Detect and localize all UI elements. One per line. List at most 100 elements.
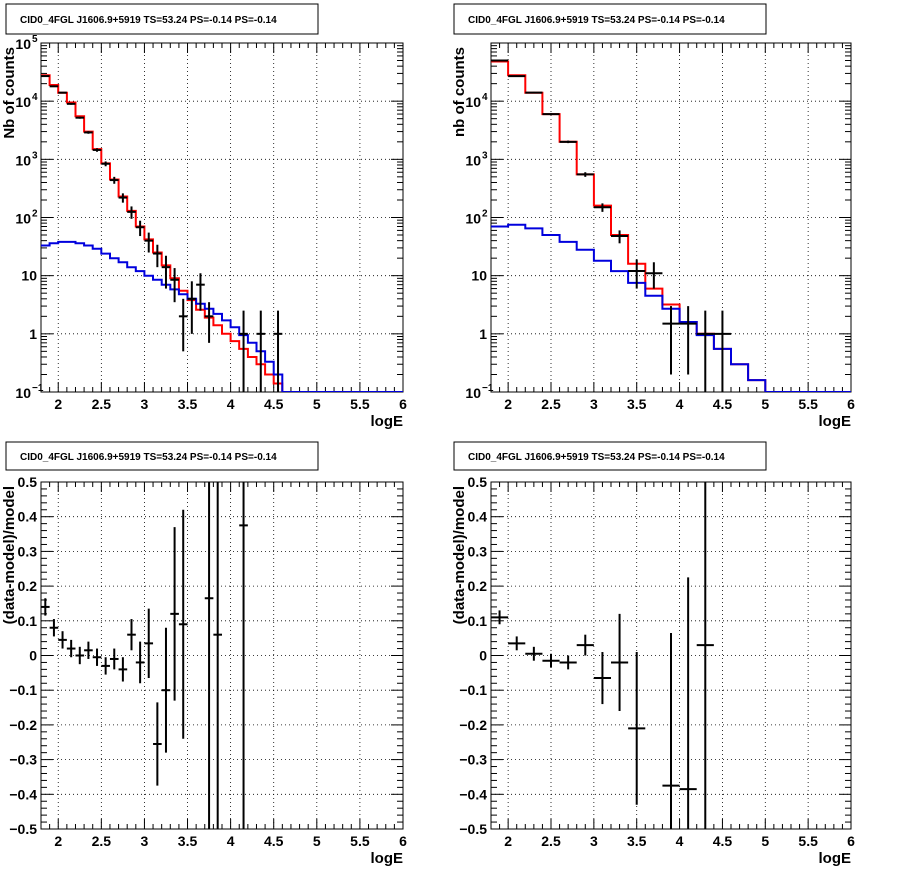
x-tick-label: 4.5 bbox=[264, 833, 284, 849]
y-tick-label: 0 bbox=[29, 648, 37, 664]
x-tick-label: 6 bbox=[847, 396, 855, 412]
chart-panel-bottom-left: CID0_4FGL J1606.9+5919 TS=53.24 PS=-0.14… bbox=[1, 441, 407, 867]
y-tick-label: 10 bbox=[465, 385, 481, 401]
y-tick-exponent: 5 bbox=[32, 34, 38, 45]
y-tick-label: 10 bbox=[15, 152, 31, 168]
y-tick-exponent: −1 bbox=[32, 383, 44, 394]
x-tick-label: 2 bbox=[54, 833, 62, 849]
x-tick-label: 3.5 bbox=[178, 833, 198, 849]
y-tick-label: 0.5 bbox=[468, 474, 488, 490]
y-tick-label: −0.3 bbox=[459, 752, 487, 768]
y-tick-exponent: 3 bbox=[32, 150, 38, 161]
y-tick-label: 1 bbox=[29, 326, 37, 342]
y-axis: −0.5 −0.4 −0.3 −0.2 −0.1 0 0.1 0.2 0.3 0.4 0.5(dat… bbox=[1, 474, 403, 837]
y-axis: −0.5 −0.4 −0.3 −0.2 −0.1 0 0.1 0.2 0.3 0.4 0.5(dat… bbox=[451, 474, 851, 837]
x-axis-title: logE bbox=[819, 850, 852, 867]
chart-title: CID0_4FGL J1606.9+5919 TS=53.24 PS=-0.14… bbox=[20, 452, 277, 463]
y-tick-exponent: 4 bbox=[482, 92, 488, 103]
x-tick-label: 2.5 bbox=[92, 396, 112, 412]
y-tick-exponent: −1 bbox=[482, 383, 494, 394]
y-tick-label: 0 bbox=[479, 648, 487, 664]
y-tick-label: −0.2 bbox=[459, 717, 487, 733]
series-line-model-component bbox=[491, 223, 851, 392]
chart-title: CID0_4FGL J1606.9+5919 TS=53.24 PS=-0.14… bbox=[20, 15, 277, 26]
x-tick-label: 3.5 bbox=[627, 396, 647, 412]
x-tick-label: 2.5 bbox=[92, 833, 112, 849]
y-tick-label: 0.1 bbox=[18, 613, 38, 629]
x-tick-label: 2 bbox=[54, 396, 62, 412]
y-tick-label: −0.2 bbox=[9, 717, 37, 733]
grid bbox=[41, 482, 403, 829]
x-tick-label: 2.5 bbox=[541, 396, 561, 412]
chart-title: CID0_4FGL J1606.9+5919 TS=53.24 PS=-0.14… bbox=[468, 15, 725, 26]
x-tick-label: 4.5 bbox=[713, 396, 733, 412]
x-tick-label: 5.5 bbox=[798, 396, 818, 412]
x-tick-label: 4.5 bbox=[264, 396, 284, 412]
x-tick-label: 3 bbox=[141, 396, 149, 412]
series-line-model-component bbox=[41, 240, 403, 392]
y-tick-exponent: 3 bbox=[482, 150, 488, 161]
x-tick-label: 2 bbox=[504, 396, 512, 412]
x-tick-label: 3 bbox=[141, 833, 149, 849]
plot-area bbox=[41, 482, 248, 829]
x-tick-label: 5 bbox=[761, 396, 769, 412]
y-tick-label: 0.3 bbox=[468, 543, 488, 559]
y-tick-label: −0.5 bbox=[459, 821, 487, 837]
x-tick-label: 4 bbox=[227, 833, 235, 849]
x-tick-label: 5 bbox=[313, 833, 321, 849]
y-tick-exponent: 2 bbox=[32, 209, 38, 220]
x-axis-title: logE bbox=[819, 413, 852, 430]
x-tick-label: 4 bbox=[227, 396, 235, 412]
y-tick-label: 10 bbox=[21, 268, 37, 284]
y-tick-label: 0.2 bbox=[468, 578, 488, 594]
y-tick-label: 0.2 bbox=[18, 578, 38, 594]
x-tick-label: 5 bbox=[761, 833, 769, 849]
x-axis-title: logE bbox=[371, 413, 404, 430]
series-line-model-total bbox=[41, 74, 403, 392]
x-tick-label: 3.5 bbox=[627, 833, 647, 849]
x-tick-label: 3 bbox=[590, 833, 598, 849]
y-tick-label: 10 bbox=[465, 94, 481, 110]
plot-area bbox=[491, 482, 714, 829]
y-tick-label: −0.1 bbox=[9, 682, 37, 698]
x-tick-label: 5.5 bbox=[350, 396, 370, 412]
plot-area bbox=[41, 74, 403, 392]
y-tick-label: 10 bbox=[15, 36, 31, 52]
x-tick-label: 6 bbox=[399, 396, 407, 412]
y-tick-exponent: 4 bbox=[32, 92, 38, 103]
y-tick-label: 10 bbox=[15, 94, 31, 110]
y-tick-label: 10 bbox=[465, 211, 481, 227]
y-tick-label: −0.5 bbox=[9, 821, 37, 837]
y-tick-label: −0.3 bbox=[9, 752, 37, 768]
plot-area bbox=[491, 59, 851, 392]
x-tick-label: 2 bbox=[504, 833, 512, 849]
chart-title-box bbox=[5, 441, 319, 471]
grid bbox=[41, 43, 403, 392]
y-axis-title: (data-model)/model bbox=[451, 486, 468, 624]
x-tick-label: 5.5 bbox=[798, 833, 818, 849]
y-tick-label: 0.4 bbox=[468, 509, 488, 525]
y-tick-label: 0.5 bbox=[18, 474, 38, 490]
y-tick-label: 10 bbox=[15, 211, 31, 227]
x-axis-title: logE bbox=[371, 850, 404, 867]
x-tick-label: 5.5 bbox=[350, 833, 370, 849]
chart-panel-bottom-right: CID0_4FGL J1606.9+5919 TS=53.24 PS=-0.14… bbox=[451, 441, 855, 867]
y-tick-label: 0.1 bbox=[468, 613, 488, 629]
chart-title: CID0_4FGL J1606.9+5919 TS=53.24 PS=-0.14… bbox=[468, 452, 725, 463]
x-tick-label: 6 bbox=[847, 833, 855, 849]
y-tick-label: 10 bbox=[471, 268, 487, 284]
x-tick-label: 4 bbox=[676, 396, 684, 412]
x-tick-label: 3.5 bbox=[178, 396, 198, 412]
y-tick-label: 0.3 bbox=[18, 543, 38, 559]
x-tick-label: 2.5 bbox=[541, 833, 561, 849]
y-tick-label: 10 bbox=[15, 385, 31, 401]
y-axis-title: (data-model)/model bbox=[1, 486, 18, 624]
y-tick-label: 0.4 bbox=[18, 509, 38, 525]
x-tick-label: 4 bbox=[676, 833, 684, 849]
